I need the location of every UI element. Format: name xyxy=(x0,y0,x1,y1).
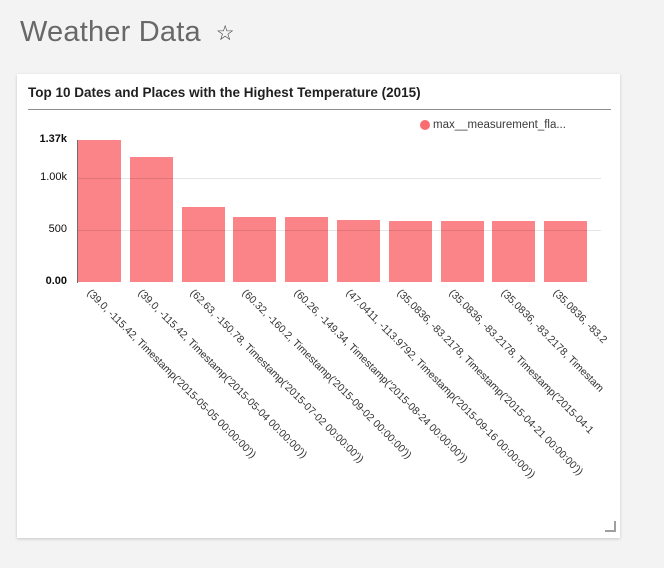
bar[interactable] xyxy=(544,220,588,282)
bar[interactable] xyxy=(78,140,121,282)
y-tick-label: 1.00k xyxy=(40,171,67,184)
y-tick-label: 500 xyxy=(48,223,67,236)
favorite-star-icon[interactable]: ☆ xyxy=(215,21,235,45)
x-tick-label: (60.26, -149.34, Timestamp('2015-08-24 0… xyxy=(291,287,470,466)
y-axis-labels: 1.37k 1.00k 500 0.00 xyxy=(17,133,72,287)
resize-handle-icon[interactable] xyxy=(605,521,616,532)
gridline xyxy=(78,230,601,232)
page-header: Weather Data ☆ xyxy=(20,10,654,54)
bar[interactable] xyxy=(285,217,329,282)
page-title: Weather Data xyxy=(20,15,201,48)
bar[interactable] xyxy=(233,216,277,282)
legend-label: max__measurement_fla... xyxy=(433,119,566,131)
x-tick-label: (47.0411, -113.9792, Timestamp('2015-09-… xyxy=(343,287,537,481)
y-tick-label: 0.00 xyxy=(45,275,67,287)
bar[interactable] xyxy=(388,220,432,282)
bar[interactable] xyxy=(492,220,536,282)
x-tick-label: (35.0836, -83.2178, Timestam xyxy=(498,287,606,395)
y-axis-line xyxy=(77,140,78,283)
bar[interactable] xyxy=(181,207,225,282)
gridline xyxy=(78,178,601,180)
chart-card: Top 10 Dates and Places with the Highest… xyxy=(17,74,620,538)
title-divider xyxy=(28,109,611,110)
chart-title: Top 10 Dates and Places with the Highest… xyxy=(28,85,421,100)
bar[interactable] xyxy=(337,219,380,282)
plot-area xyxy=(78,140,601,282)
x-tick-label: (35.0836, -83.2178, Timestamp('2015-04-2… xyxy=(394,287,586,478)
legend-item[interactable]: max__measurement_fla... xyxy=(420,118,566,132)
bar[interactable] xyxy=(129,156,173,282)
legend-dot-icon xyxy=(420,120,430,130)
x-tick-label: (35.0836, -83.2 xyxy=(550,287,610,346)
bar[interactable] xyxy=(440,220,484,282)
y-tick-label: 1.37k xyxy=(39,133,67,145)
x-tick-label: (62.63, -150.78, Timestamp('2015-07-02 0… xyxy=(187,287,367,466)
